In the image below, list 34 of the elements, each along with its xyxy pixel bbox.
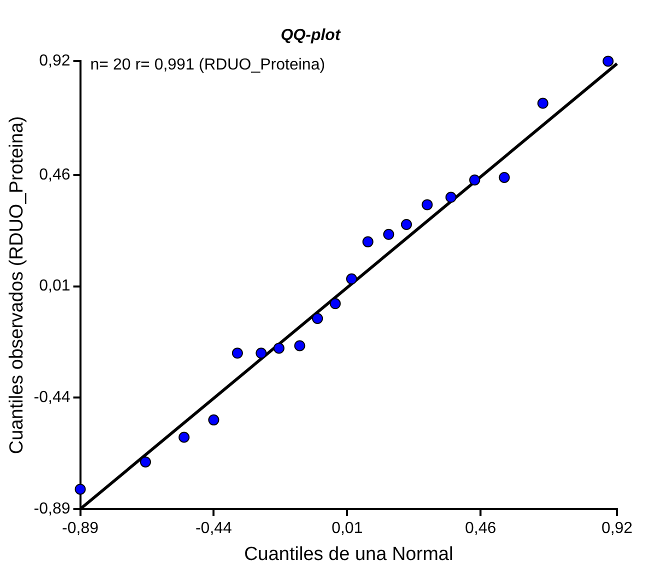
point (140, 456, 152, 468)
point (178, 432, 190, 443)
point (232, 348, 243, 359)
x-tick-label: 0,46 (465, 520, 496, 538)
point (445, 192, 456, 203)
x-tick-label: -0,44 (195, 520, 232, 538)
point (74, 484, 86, 495)
point (602, 56, 614, 67)
point (294, 340, 306, 352)
y-tick-label: -0,89 (34, 500, 70, 518)
y-tick-label: 0,92 (39, 52, 70, 70)
y-tick-label: 0,46 (39, 166, 70, 184)
x-tick-label: -0,89 (62, 520, 99, 538)
point (273, 342, 284, 354)
x-tick-label: 0,92 (601, 520, 633, 538)
point (422, 199, 433, 210)
point (383, 228, 394, 240)
point (498, 172, 510, 183)
point (312, 313, 323, 324)
x-tick-label: 0,01 (332, 520, 363, 538)
point (256, 348, 267, 359)
point (330, 298, 341, 310)
point (469, 174, 480, 186)
point (346, 273, 358, 284)
y-tick-label: 0,01 (39, 278, 70, 295)
annotation: n= 20 r= 0,991 (RDUO_Proteina) (90, 56, 326, 74)
point (208, 414, 220, 426)
point (400, 218, 412, 230)
y-axis-title: Cuantiles observados (RDUO_Proteina) (6, 116, 28, 454)
chart-title: QQ-plot (280, 27, 341, 44)
point (362, 236, 374, 248)
y-tick-label: -0,44 (34, 389, 70, 406)
point (537, 98, 548, 109)
x-axis-title: Cuantiles de una Normal (244, 544, 454, 565)
